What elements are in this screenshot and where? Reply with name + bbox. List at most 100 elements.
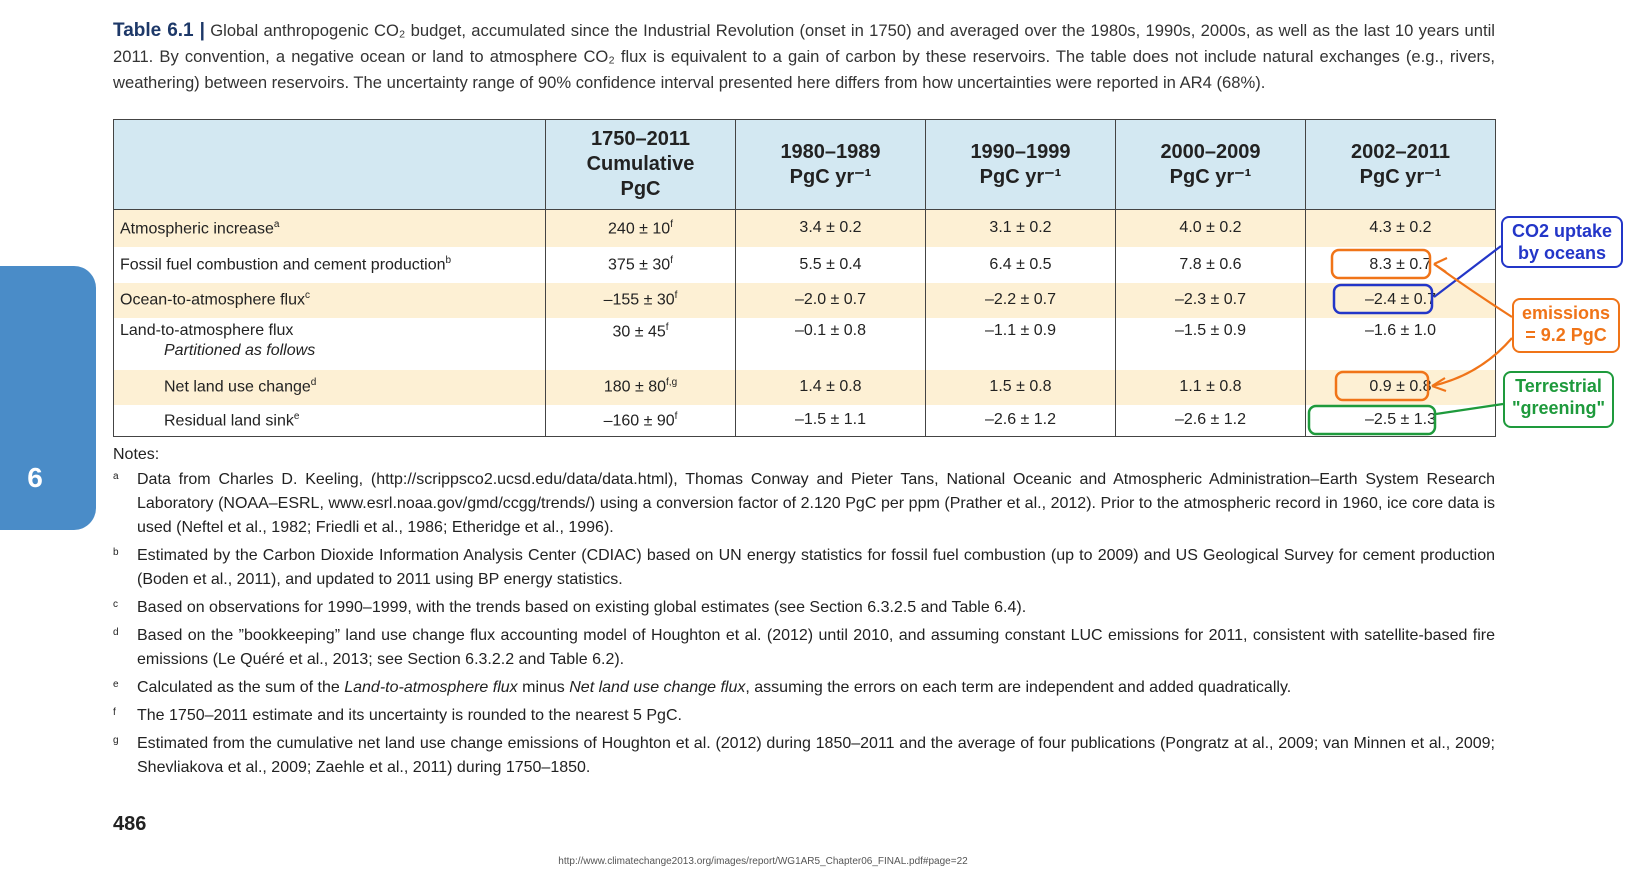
- header-line: Cumulative: [586, 153, 695, 175]
- footnote-mark: f,g: [666, 377, 678, 389]
- value-cell: 1.4 ± 0.8: [735, 369, 926, 405]
- note-text-part: Based on observations for 1990–1999, wit…: [137, 599, 1027, 616]
- note-letter: e: [113, 679, 119, 690]
- note-item: b Estimated by the Carbon Dioxide Informa…: [113, 544, 1495, 592]
- row-sublabel: Partitioned as follows: [164, 341, 316, 359]
- note-item: g Estimated from the cumulative net land …: [113, 732, 1495, 780]
- value-cell: –2.4 ± 0.7: [1305, 282, 1496, 318]
- cell-value: –2.6 ± 1.2: [1174, 411, 1247, 429]
- value-cell: –2.6 ± 1.2: [1115, 404, 1306, 437]
- table-row: Land-to-atmosphere flux Partitioned as fo…: [113, 317, 1496, 370]
- cell-value: –155 ± 30: [603, 291, 675, 309]
- note-item: c Based on observations for 1990–1999, wi…: [113, 596, 1495, 620]
- cell-value: –2.5 ± 1.3: [1364, 411, 1437, 429]
- cell-value: 3.1 ± 0.2: [989, 219, 1052, 237]
- header-line: 1980–1989: [780, 140, 881, 163]
- footnote-mark: f: [674, 290, 678, 302]
- cell-value: 0.9 ± 0.8: [1369, 378, 1432, 395]
- table-row: Atmospheric increasea 240 ± 10f 3.4 ± 0.2 3…: [113, 209, 1496, 247]
- value-cell: 7.8 ± 0.6: [1115, 246, 1306, 283]
- value-cell: –1.1 ± 0.9: [925, 317, 1116, 370]
- cell-value: 4.0 ± 0.2: [1179, 219, 1242, 237]
- cell-value: –0.1 ± 0.8: [794, 321, 867, 339]
- caption-text: Global anthropogenic CO₂ budget, accumul…: [113, 21, 1495, 92]
- note-text: Based on observations for 1990–1999, wit…: [137, 596, 1495, 620]
- row-label: Fossil fuel combustion and cement produc…: [114, 247, 546, 283]
- cell-value: 3.4 ± 0.2: [799, 219, 862, 237]
- cell-value: 1.1 ± 0.8: [1179, 378, 1242, 395]
- row-label: Ocean-to-atmosphere fluxc: [114, 283, 546, 318]
- value-cell: 375 ± 30f: [545, 246, 736, 283]
- row-label: Residual land sinke: [114, 405, 546, 437]
- note-item: d Based on the ”bookkeeping” land use cha…: [113, 624, 1495, 672]
- cell-value: 4.3 ± 0.2: [1369, 219, 1432, 237]
- cell-value: 240 ± 10: [608, 219, 671, 237]
- note-text: Estimated by the Carbon Dioxide Informat…: [137, 544, 1495, 592]
- annotation-line: by oceans: [1517, 243, 1607, 263]
- cell-value: –2.6 ± 1.2: [984, 411, 1057, 429]
- cell-value: –2.0 ± 0.7: [794, 291, 867, 308]
- note-text-part: Based on the ”bookkeeping” land use chan…: [137, 627, 1495, 668]
- annotation-line: CO2 uptake: [1511, 221, 1613, 241]
- value-cell: 240 ± 10f: [545, 209, 736, 247]
- note-letter: g: [113, 735, 119, 746]
- header-cell: 1980–1989 PgC yr⁻¹: [735, 119, 926, 210]
- annotation-box: Terrestrial "greening": [1503, 371, 1614, 428]
- value-cell: 30 ± 45f: [545, 317, 736, 370]
- cell-value: –1.5 ± 0.9: [1174, 321, 1247, 339]
- footnote-mark: f: [665, 321, 669, 333]
- cell-value: –1.1 ± 0.9: [984, 321, 1057, 339]
- caption-label: Table 6.1 |: [113, 20, 205, 41]
- table-row: Net land use changed 180 ± 80f,g 1.4 ± 0.8…: [113, 369, 1496, 405]
- note-text-part: Data from Charles D. Keeling, (http://sc…: [137, 471, 1495, 536]
- header-line: 2000–2009: [1160, 140, 1261, 163]
- cell-value: 8.3 ± 0.7: [1369, 255, 1432, 273]
- footnote-mark: a: [273, 218, 280, 230]
- header-line: 2002–2011: [1350, 140, 1450, 163]
- chapter-tab: 6: [0, 266, 96, 530]
- cell-value: 1.4 ± 0.8: [799, 378, 862, 395]
- table-row: Residual land sinke –160 ± 90f –1.5 ± 1.1–…: [113, 404, 1496, 437]
- value-cell: 180 ± 80f,g: [545, 369, 736, 405]
- annotation-line: Terrestrial: [1515, 376, 1602, 396]
- cell-value: 30 ± 45: [612, 322, 666, 340]
- header-cell: 1750–2011 Cumulative PgC: [545, 119, 736, 210]
- cell-value: 7.8 ± 0.6: [1179, 255, 1242, 273]
- note-text-part: Calculated as the sum of the: [137, 679, 345, 696]
- value-cell: –160 ± 90f: [545, 404, 736, 437]
- value-cell: –0.1 ± 0.8: [735, 317, 926, 370]
- budget-table: 1750–2011 Cumulative PgC 1980–1989 PgC yr⁻¹ 1…: [113, 119, 1496, 437]
- row-label-text: Net land use change: [164, 378, 311, 396]
- annotation-box: CO2 uptake by oceans: [1501, 216, 1623, 268]
- value-cell: 4.3 ± 0.2: [1305, 209, 1496, 247]
- annotation-box: emissions = 9.2 PgC: [1512, 298, 1620, 353]
- note-text: Estimated from the cumulative net land u…: [137, 732, 1495, 780]
- cell-value: –1.6 ± 1.0: [1364, 321, 1437, 339]
- note-text-part: The 1750–2011 estimate and its uncertain…: [137, 707, 682, 724]
- note-text-part: Estimated by the Carbon Dioxide Informat…: [137, 547, 1495, 588]
- value-cell: –1.6 ± 1.0: [1305, 317, 1496, 370]
- cell-value: –2.4 ± 0.7: [1364, 291, 1437, 308]
- header-line: 1990–1999: [970, 140, 1071, 163]
- value-cell: 3.1 ± 0.2: [925, 209, 1116, 247]
- note-text-part: Estimated from the cumulative net land u…: [137, 735, 1495, 776]
- note-text: Data from Charles D. Keeling, (http://sc…: [137, 468, 1495, 540]
- row-label-text: Atmospheric increase: [120, 219, 274, 237]
- header-line: PgC: [620, 178, 661, 200]
- row-label: Land-to-atmosphere flux Partitioned as fo…: [114, 318, 546, 370]
- cell-value: 5.5 ± 0.4: [799, 255, 862, 273]
- header-cell: 2002–2011 PgC yr⁻¹: [1305, 119, 1496, 210]
- table-row: Fossil fuel combustion and cement produc…: [113, 246, 1496, 283]
- value-cell: 8.3 ± 0.7: [1305, 246, 1496, 283]
- notes: Notes: a Data from Charles D. Keeling, (ht…: [113, 446, 1495, 780]
- note-item: e Calculated as the sum of the Land-to-at…: [113, 676, 1495, 700]
- header-cell: 1990–1999 PgC yr⁻¹: [925, 119, 1116, 210]
- value-cell: 6.4 ± 0.5: [925, 246, 1116, 283]
- cell-value: 6.4 ± 0.5: [989, 255, 1052, 273]
- value-cell: 1.1 ± 0.8: [1115, 369, 1306, 405]
- value-cell: 1.5 ± 0.8: [925, 369, 1116, 405]
- note-item: f The 1750–2011 estimate and its uncertai…: [113, 704, 1495, 728]
- note-item: a Data from Charles D. Keeling, (http://s…: [113, 468, 1495, 540]
- annotation-line: "greening": [1511, 398, 1606, 418]
